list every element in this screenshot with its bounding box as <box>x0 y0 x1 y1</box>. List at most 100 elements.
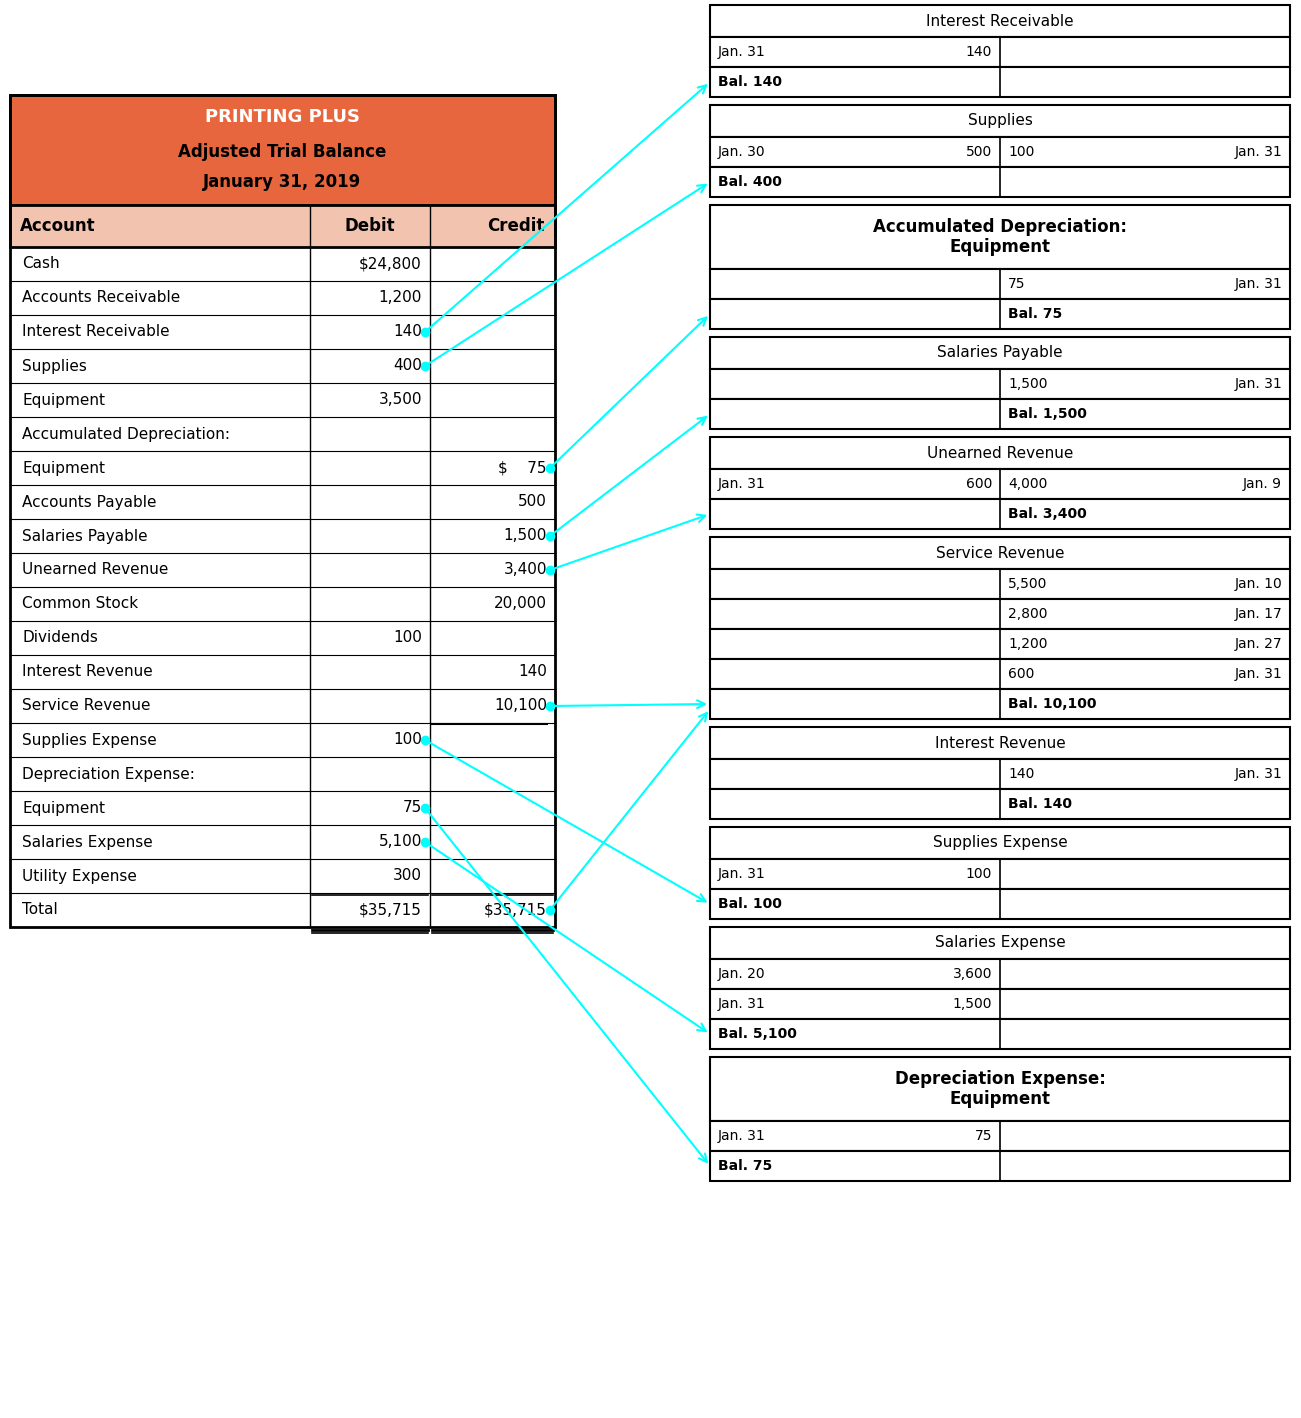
Bar <box>710 499 1291 529</box>
Text: Accounts Receivable: Accounts Receivable <box>22 291 181 305</box>
Text: Unearned Revenue: Unearned Revenue <box>22 563 168 577</box>
Bar <box>710 788 1291 820</box>
Bar <box>710 727 1291 759</box>
Text: 4,000: 4,000 <box>1008 476 1047 491</box>
Text: Jan. 31: Jan. 31 <box>1235 767 1281 781</box>
Text: 100: 100 <box>1008 145 1034 159</box>
Bar <box>710 569 1291 598</box>
Text: 140: 140 <box>518 665 546 679</box>
Text: Accumulated Depreciation:
Equipment: Accumulated Depreciation: Equipment <box>873 217 1127 257</box>
Bar <box>710 37 1291 67</box>
Text: Bal. 75: Bal. 75 <box>1008 308 1062 320</box>
Bar <box>10 95 556 927</box>
Text: Jan. 31: Jan. 31 <box>718 45 766 60</box>
Text: Supplies Expense: Supplies Expense <box>933 835 1067 851</box>
Text: 300: 300 <box>393 868 422 883</box>
Text: 5,100: 5,100 <box>379 835 422 849</box>
Text: Salaries Expense: Salaries Expense <box>22 835 152 849</box>
Bar <box>710 299 1291 329</box>
Text: Interest Receivable: Interest Receivable <box>22 325 169 339</box>
Text: 1,500: 1,500 <box>952 997 991 1011</box>
Text: Utility Expense: Utility Expense <box>22 868 137 883</box>
Text: Salaries Payable: Salaries Payable <box>937 346 1063 360</box>
Text: Supplies Expense: Supplies Expense <box>22 733 156 747</box>
Bar <box>710 1122 1291 1151</box>
Bar <box>710 369 1291 398</box>
Text: 75: 75 <box>1008 277 1025 291</box>
Text: Jan. 31: Jan. 31 <box>718 997 766 1011</box>
Text: 75: 75 <box>403 801 422 815</box>
Bar <box>710 689 1291 719</box>
Text: Debit: Debit <box>345 217 396 235</box>
Bar <box>710 337 1291 369</box>
Text: Cash: Cash <box>22 257 60 271</box>
Text: 500: 500 <box>965 145 991 159</box>
Text: Service Revenue: Service Revenue <box>22 699 151 713</box>
Text: 600: 600 <box>965 476 991 491</box>
Text: Interest Revenue: Interest Revenue <box>22 665 152 679</box>
Text: Equipment: Equipment <box>22 801 105 815</box>
Text: Jan. 17: Jan. 17 <box>1235 607 1281 621</box>
Text: Jan. 31: Jan. 31 <box>1235 145 1281 159</box>
Text: Bal. 100: Bal. 100 <box>718 898 782 910</box>
Text: Unearned Revenue: Unearned Revenue <box>926 445 1073 461</box>
Text: $    75: $ 75 <box>498 461 546 475</box>
Text: Adjusted Trial Balance: Adjusted Trial Balance <box>178 143 386 162</box>
Bar <box>710 1020 1291 1049</box>
Text: 100: 100 <box>393 631 422 645</box>
Bar <box>710 167 1291 197</box>
Text: Jan. 31: Jan. 31 <box>718 1129 766 1143</box>
Bar <box>10 206 556 247</box>
Text: Jan. 20: Jan. 20 <box>718 967 765 981</box>
Bar <box>710 630 1291 659</box>
Text: Bal. 3,400: Bal. 3,400 <box>1008 508 1086 520</box>
Bar <box>710 537 1291 569</box>
Text: 600: 600 <box>1008 666 1034 681</box>
Text: Credit: Credit <box>488 217 545 235</box>
Text: $24,800: $24,800 <box>359 257 422 271</box>
Text: Equipment: Equipment <box>22 461 105 475</box>
Bar <box>710 138 1291 167</box>
Bar <box>10 95 556 206</box>
Text: 3,600: 3,600 <box>952 967 991 981</box>
Text: 1,200: 1,200 <box>379 291 422 305</box>
Bar <box>710 398 1291 430</box>
Text: $35,715: $35,715 <box>359 902 422 917</box>
Text: Total: Total <box>22 902 57 917</box>
Text: Bal. 1,500: Bal. 1,500 <box>1008 407 1086 421</box>
Text: Jan. 31: Jan. 31 <box>1235 377 1281 391</box>
Bar <box>710 105 1291 138</box>
Text: Jan. 9: Jan. 9 <box>1242 476 1281 491</box>
Text: 5,500: 5,500 <box>1008 577 1047 591</box>
Text: Interest Receivable: Interest Receivable <box>926 14 1073 28</box>
Text: Salaries Payable: Salaries Payable <box>22 529 147 543</box>
Bar <box>710 67 1291 96</box>
Text: 1,500: 1,500 <box>1008 377 1047 391</box>
Bar <box>710 6 1291 37</box>
Text: 20,000: 20,000 <box>494 597 546 611</box>
Text: 3,500: 3,500 <box>379 393 422 407</box>
Bar <box>710 1056 1291 1122</box>
Text: Jan. 30: Jan. 30 <box>718 145 765 159</box>
Text: Jan. 31: Jan. 31 <box>1235 666 1281 681</box>
Bar <box>710 759 1291 788</box>
Bar <box>710 598 1291 630</box>
Text: 75: 75 <box>974 1129 991 1143</box>
Text: 1,500: 1,500 <box>503 529 546 543</box>
Bar <box>710 659 1291 689</box>
Bar <box>710 988 1291 1020</box>
Text: 1,200: 1,200 <box>1008 637 1047 651</box>
Text: 140: 140 <box>1008 767 1034 781</box>
Text: Bal. 400: Bal. 400 <box>718 174 782 189</box>
Text: 3,400: 3,400 <box>503 563 546 577</box>
Text: 140: 140 <box>393 325 422 339</box>
Text: Bal. 10,100: Bal. 10,100 <box>1008 698 1097 710</box>
Text: Common Stock: Common Stock <box>22 597 138 611</box>
Text: Interest Revenue: Interest Revenue <box>934 736 1066 750</box>
Text: Service Revenue: Service Revenue <box>935 546 1064 560</box>
Text: Jan. 10: Jan. 10 <box>1235 577 1281 591</box>
Text: 2,800: 2,800 <box>1008 607 1047 621</box>
Text: 140: 140 <box>965 45 991 60</box>
Text: $35,715: $35,715 <box>484 902 546 917</box>
Text: 100: 100 <box>965 866 991 881</box>
